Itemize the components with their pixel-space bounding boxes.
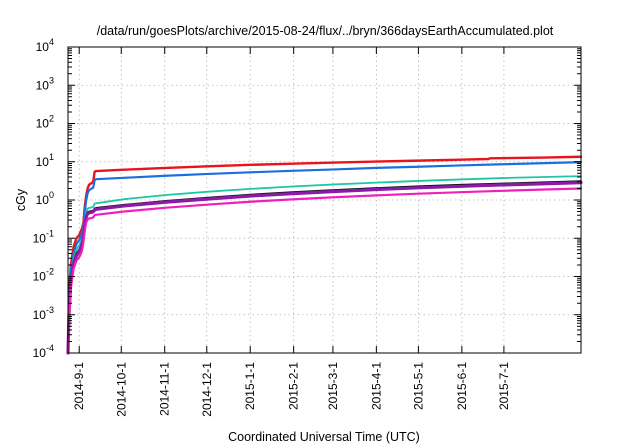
- grid-lines: [68, 47, 581, 353]
- y-tick-base: 10: [33, 270, 47, 284]
- y-tick-base: 10: [36, 78, 50, 92]
- series-line-purple: [66, 181, 583, 355]
- x-tick-label: 2015-1-1: [243, 362, 257, 410]
- y-tick-label: 103: [36, 75, 54, 92]
- x-axis: 2014-9-1 2014-10-1 2014-11-1 2014-12-1 2015-…: [72, 47, 511, 417]
- y-tick-label: 10-1: [33, 228, 54, 245]
- chart-title: /data/run/goesPlots/archive/2015-08-24/f…: [97, 24, 554, 38]
- y-tick-exponent: 2: [49, 114, 54, 124]
- y-tick-base: 10: [33, 346, 47, 360]
- y-tick-label: 101: [36, 152, 54, 169]
- y-tick-base: 10: [36, 40, 50, 54]
- y-tick-label: 104: [36, 37, 54, 54]
- x-tick-label: 2015-5-1: [411, 362, 425, 410]
- y-tick-base: 10: [36, 193, 50, 207]
- y-tick-label: 102: [36, 114, 54, 131]
- y-axis-label: cGy: [14, 188, 28, 211]
- y-tick-exponent: -2: [46, 267, 54, 277]
- y-tick-label: 10-2: [33, 267, 54, 284]
- y-tick-label: 10-3: [33, 305, 54, 322]
- y-tick-label: 10-4: [33, 343, 54, 360]
- x-tick-label: 2014-9-1: [72, 362, 86, 410]
- x-tick-label: 2014-12-1: [200, 362, 214, 417]
- y-tick-base: 10: [36, 117, 50, 131]
- x-tick-label: 2015-7-1: [497, 362, 511, 410]
- x-axis-label: Coordinated Universal Time (UTC): [228, 430, 420, 444]
- x-tick-label: 2015-3-1: [326, 362, 340, 410]
- y-tick-exponent: -3: [46, 305, 54, 315]
- x-tick-label: 2015-6-1: [455, 362, 469, 410]
- series-line-teal: [67, 175, 582, 354]
- y-tick-label: 100: [36, 190, 54, 207]
- series-line-magenta: [66, 187, 583, 355]
- series-line-blue: [66, 160, 583, 355]
- series-line-red: [66, 155, 583, 355]
- y-tick-exponent: 0: [49, 190, 54, 200]
- y-tick-base: 10: [33, 308, 47, 322]
- y-tick-exponent: 4: [49, 37, 54, 47]
- y-tick-base: 10: [36, 155, 50, 169]
- x-tick-label: 2015-4-1: [369, 362, 383, 410]
- y-tick-base: 10: [33, 231, 47, 245]
- y-tick-exponent: -4: [46, 343, 54, 353]
- x-tick-label: 2014-11-1: [158, 362, 172, 416]
- series-group: [66, 155, 583, 355]
- y-tick-exponent: 3: [49, 75, 54, 85]
- y-tick-exponent: -1: [46, 228, 54, 238]
- x-tick-label: 2015-2-1: [287, 362, 301, 410]
- y-tick-exponent: 1: [49, 152, 54, 162]
- x-tick-label: 2014-10-1: [114, 362, 128, 417]
